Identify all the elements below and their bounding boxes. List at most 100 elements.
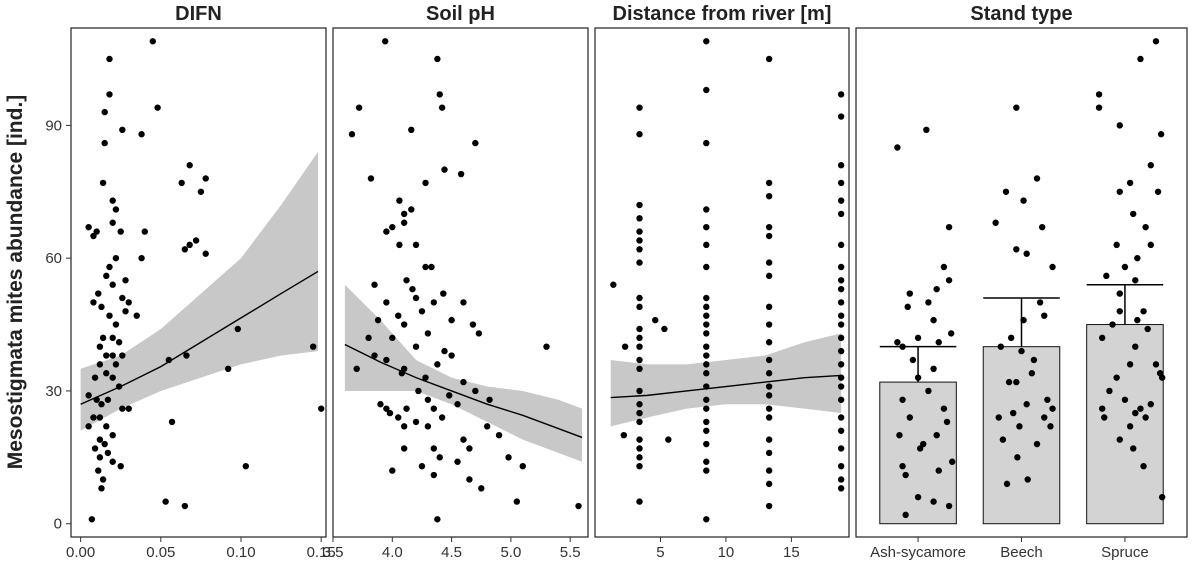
x-tick-label: 5.5 (560, 544, 581, 561)
data-point (1144, 325, 1151, 333)
data-point (165, 356, 173, 364)
data-point (661, 325, 668, 333)
data-point (197, 188, 205, 195)
data-point (636, 325, 643, 333)
data-point (115, 383, 123, 390)
data-point (636, 418, 643, 426)
data-point (1147, 162, 1154, 169)
data-point (103, 423, 110, 430)
data-point (636, 237, 643, 244)
data-point (96, 361, 104, 368)
data-point (1130, 445, 1137, 452)
data-point (837, 162, 845, 169)
data-point (703, 139, 710, 147)
data-point (765, 414, 773, 421)
data-point (348, 131, 356, 138)
data-point (930, 316, 937, 324)
panel-title: Soil pH (426, 3, 495, 25)
data-point (395, 312, 402, 319)
data-point (1132, 409, 1139, 417)
data-point (765, 436, 773, 443)
data-point (400, 219, 408, 226)
y-axis-label: Mesostigmata mites abundance [ind.] (4, 95, 27, 470)
data-point (765, 179, 773, 187)
data-point (904, 303, 911, 311)
data-point (837, 476, 845, 483)
data-point (1121, 263, 1129, 271)
data-point (636, 387, 643, 395)
data-point (1137, 405, 1144, 412)
data-point (703, 223, 710, 231)
data-point (914, 493, 922, 501)
data-point (543, 343, 550, 350)
data-point (374, 316, 382, 324)
data-point (1113, 241, 1120, 249)
data-point (636, 401, 643, 408)
data-point (1024, 476, 1031, 483)
data-point (412, 343, 420, 350)
data-point (224, 365, 232, 373)
data-point (703, 383, 710, 390)
data-point (1047, 423, 1054, 430)
data-point (317, 405, 325, 412)
data-point (610, 281, 617, 288)
data-point (1134, 254, 1141, 262)
data-point (181, 246, 189, 253)
data-point (636, 303, 643, 311)
data-point (98, 485, 105, 492)
data-point (119, 294, 126, 302)
data-point (483, 423, 491, 430)
data-point (703, 86, 710, 94)
data-point (186, 241, 193, 249)
data-point (837, 361, 845, 368)
data-point (95, 290, 102, 297)
data-point (652, 316, 659, 324)
data-point (636, 454, 643, 461)
data-point (837, 485, 845, 492)
data-point (377, 401, 384, 408)
data-point (940, 263, 948, 271)
x-tick-label: 15 (783, 544, 800, 561)
data-point (945, 502, 953, 510)
data-point (636, 445, 643, 452)
data-point (99, 476, 107, 483)
data-point (430, 299, 438, 306)
data-point (765, 259, 773, 266)
data-point (119, 352, 126, 359)
data-point (1116, 290, 1123, 297)
data-point (837, 210, 845, 218)
data-point (446, 392, 453, 399)
data-point (1013, 378, 1020, 386)
data-point (945, 223, 953, 231)
data-point (920, 440, 927, 448)
panel-4: Stand type Ash-sycamore Beech Spruce (855, 3, 1188, 561)
data-point (837, 347, 845, 355)
data-point (181, 502, 189, 510)
y-tick-label: 90 (45, 117, 62, 134)
x-tick-label: 4.5 (441, 544, 462, 561)
data-point (916, 445, 924, 452)
data-point (454, 458, 461, 465)
data-point (837, 445, 845, 452)
data-point (133, 312, 140, 319)
data-point (400, 445, 408, 452)
data-point (703, 330, 710, 337)
data-point (109, 219, 116, 226)
x-tick-label: Beech (1000, 544, 1043, 561)
data-point (636, 246, 643, 253)
data-point (1116, 122, 1123, 129)
data-point (202, 250, 209, 257)
data-point (400, 210, 408, 218)
data-point (1003, 480, 1011, 488)
x-tick-label: 5.0 (500, 544, 521, 561)
data-point (495, 432, 503, 439)
data-point (457, 170, 465, 178)
data-point (765, 223, 773, 231)
data-point (703, 321, 710, 328)
data-point (1157, 131, 1165, 138)
data-point (119, 405, 126, 412)
data-point (436, 454, 443, 461)
data-point (138, 131, 145, 138)
data-point (1098, 334, 1106, 342)
data-point (999, 436, 1007, 443)
